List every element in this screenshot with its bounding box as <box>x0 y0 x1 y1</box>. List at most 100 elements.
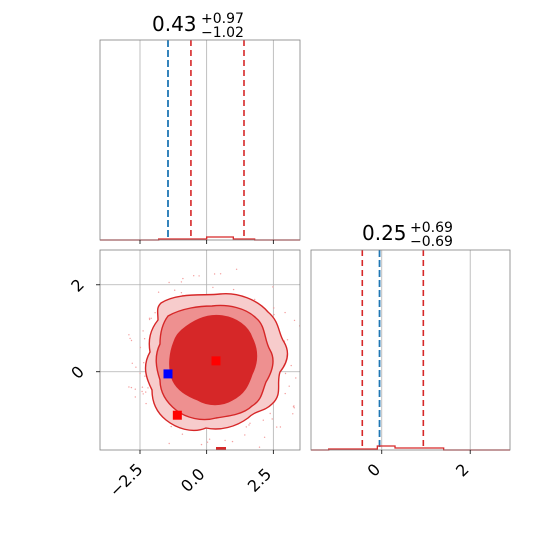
sample-point <box>284 311 286 314</box>
sample-point <box>154 312 156 314</box>
sample-point <box>276 426 278 428</box>
sample-point <box>293 407 295 409</box>
panel-1-title-lower: −1.02 <box>201 25 244 41</box>
sample-point <box>145 402 147 405</box>
sample-point <box>293 319 296 322</box>
sample-point <box>134 388 136 390</box>
sample-point <box>148 317 151 319</box>
panel-1-title-median: 0.43 <box>152 12 197 36</box>
sample-point <box>262 419 264 421</box>
sample-point <box>279 426 282 428</box>
sample-point <box>300 366 301 367</box>
sample-point <box>204 452 205 453</box>
sample-point <box>143 362 145 364</box>
sample-point <box>144 375 146 377</box>
joint-panel: −2.5 0.0 2.5 0 2 <box>67 249 301 501</box>
panel-1-title-upper: +0.97 <box>201 11 244 27</box>
sample-point <box>157 291 160 293</box>
sample-point <box>290 364 292 367</box>
sample-point <box>222 456 223 457</box>
sample-point <box>150 317 152 319</box>
sample-point <box>142 330 144 332</box>
panel-1-frame <box>99 39 301 241</box>
sample-point <box>273 307 275 309</box>
sample-point <box>181 433 184 435</box>
sample-point <box>130 339 133 342</box>
sample-point <box>288 385 290 387</box>
sample-point <box>135 366 137 368</box>
sample-point <box>143 338 146 340</box>
marker <box>211 356 221 366</box>
panel-2-title-median: 0.25 <box>362 221 407 245</box>
sample-point <box>180 281 183 283</box>
sample-point <box>208 438 211 440</box>
sample-point <box>213 273 216 275</box>
sample-point <box>139 346 142 349</box>
sample-point <box>284 392 286 395</box>
sample-point <box>295 377 297 379</box>
x-tick-label: 2.5 <box>244 464 275 495</box>
sample-point <box>134 396 136 398</box>
panel-1-histogram <box>100 236 300 241</box>
sample-point <box>129 337 131 340</box>
sample-point <box>293 405 295 407</box>
sample-point <box>219 273 222 275</box>
sample-point <box>145 391 147 393</box>
panel-2-lines <box>361 250 425 450</box>
sample-point <box>130 386 133 389</box>
sample-point <box>258 446 261 448</box>
sample-point <box>182 277 184 280</box>
panel-1-grid <box>139 40 274 240</box>
sample-point <box>224 439 226 442</box>
contour-bottom-fragment <box>216 447 226 450</box>
sample-point <box>272 286 274 288</box>
y-tick-label: 0 <box>67 362 88 383</box>
sample-point <box>263 436 266 438</box>
sample-point <box>254 298 256 301</box>
x-tick-label: 0 <box>364 460 385 481</box>
sample-point <box>174 289 176 291</box>
sample-point <box>168 442 170 445</box>
x-tick-label: 2 <box>452 460 473 481</box>
marker <box>163 369 173 379</box>
joint-scatter-points <box>128 268 301 458</box>
sample-point <box>248 424 250 426</box>
panel-1-lines <box>167 40 245 240</box>
sample-point <box>206 441 209 443</box>
x-tick-label: −2.5 <box>106 460 147 501</box>
sample-point <box>128 334 130 336</box>
sample-point <box>284 372 287 375</box>
panel-1-ticks <box>139 240 274 244</box>
joint-markers <box>163 356 221 420</box>
joint-frame <box>99 249 301 451</box>
sample-point <box>235 268 238 270</box>
sample-point <box>197 451 198 452</box>
sample-point <box>198 275 200 277</box>
sample-point <box>141 386 144 388</box>
sample-point <box>200 443 203 446</box>
sample-point <box>180 292 183 294</box>
sample-point <box>131 362 133 364</box>
sample-point <box>273 313 275 316</box>
sample-point <box>148 318 151 321</box>
sample-point <box>244 434 246 436</box>
panel-2-title-upper: +0.69 <box>410 220 453 236</box>
sample-point <box>286 339 289 341</box>
marker <box>172 410 182 420</box>
panel-2-title-lower: −0.69 <box>410 234 453 250</box>
panel-2-frame <box>310 249 511 451</box>
sample-point <box>168 281 170 284</box>
sample-point <box>231 440 234 443</box>
panel-2-histogram <box>311 445 510 451</box>
sample-point <box>139 372 141 374</box>
sample-point <box>292 413 294 415</box>
sample-point <box>232 288 235 291</box>
sample-point <box>249 422 251 424</box>
y-tick-label: 2 <box>67 275 88 296</box>
sample-point <box>226 454 227 455</box>
sample-point <box>147 387 149 389</box>
x-tick-label: 0.0 <box>177 464 208 495</box>
sample-point <box>206 457 207 458</box>
